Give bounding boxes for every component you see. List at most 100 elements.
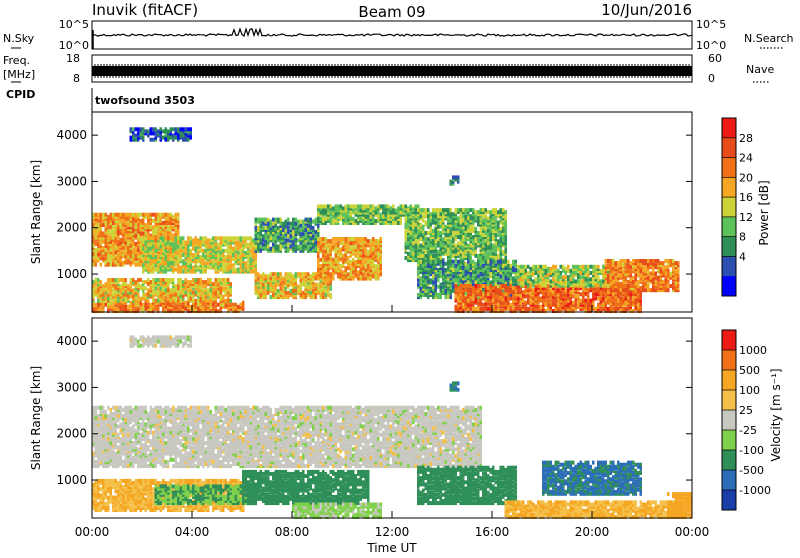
- nave-tick-top: 60: [708, 52, 722, 65]
- heatmap-cell: [160, 278, 163, 282]
- heatmap-cell: [182, 295, 185, 299]
- heatmap-cell: [200, 278, 203, 282]
- heatmap-cell: [455, 260, 458, 264]
- heatmap-cell: [367, 219, 370, 223]
- heatmap-cell: [357, 209, 360, 213]
- heatmap-cell: [282, 285, 285, 289]
- heatmap-cell: [302, 220, 305, 224]
- heatmap-cell: [177, 266, 180, 270]
- heatmap-cell: [112, 293, 115, 297]
- heatmap-cell: [465, 301, 468, 305]
- heatmap-cell: [350, 241, 353, 245]
- heatmap-cell: [417, 229, 420, 233]
- heatmap-cell: [115, 291, 118, 295]
- heatmap-cell: [275, 272, 278, 276]
- heatmap-cell: [132, 221, 135, 225]
- heatmap-cell: [240, 255, 243, 259]
- heatmap-cell: [222, 249, 225, 253]
- heatmap-cell: [457, 208, 460, 212]
- heatmap-cell: [135, 299, 138, 303]
- heatmap-cell: [130, 278, 133, 282]
- heatmap-cell: [177, 217, 180, 221]
- heatmap-cell: [252, 270, 255, 274]
- heatmap-cell: [377, 215, 380, 219]
- heatmap-cell: [117, 213, 120, 217]
- heatmap-cell: [175, 219, 178, 223]
- heatmap-cell: [450, 212, 453, 216]
- heatmap-cell: [142, 236, 145, 240]
- heatmap-cell: [352, 209, 355, 213]
- heatmap-cell: [452, 212, 455, 216]
- heatmap-cell: [450, 254, 453, 258]
- heatmap-cell: [117, 252, 120, 256]
- heatmap-cell: [142, 286, 145, 290]
- heatmap-cell: [460, 219, 463, 223]
- heatmap-cell: [305, 245, 308, 249]
- heatmap-cell: [337, 250, 340, 254]
- heatmap-cell: [290, 272, 293, 276]
- heatmap-cell: [367, 250, 370, 254]
- heatmap-cell: [142, 293, 145, 297]
- heatmap-cell: [450, 262, 453, 266]
- heatmap-cell: [452, 260, 455, 264]
- heatmap-cell: [305, 272, 308, 276]
- heatmap-cell: [377, 239, 380, 243]
- heatmap-cell: [330, 217, 333, 221]
- heatmap-cell: [210, 295, 213, 299]
- heatmap-cell: [270, 272, 273, 276]
- heatmap-cell: [362, 219, 365, 223]
- heatmap-cell: [297, 220, 300, 224]
- heatmap-cell: [470, 250, 473, 254]
- heatmap-cell: [512, 283, 515, 287]
- heatmap-cell: [257, 243, 260, 247]
- heatmap-cell: [185, 251, 188, 255]
- heatmap-cell: [330, 262, 333, 266]
- heatmap-cell: [420, 260, 423, 264]
- heatmap-cell: [472, 297, 475, 301]
- heatmap-cell: [327, 250, 330, 254]
- heatmap-cell: [132, 227, 135, 231]
- station-title: Inuvik (fitACF): [92, 1, 198, 19]
- heatmap-cell: [470, 256, 473, 260]
- heatmap-cell: [132, 248, 135, 252]
- heatmap-cell: [225, 286, 228, 290]
- heatmap-cell: [447, 219, 450, 223]
- heatmap-cell: [120, 231, 123, 235]
- heatmap-cell: [282, 281, 285, 285]
- heatmap-cell: [165, 213, 168, 217]
- heatmap-cell: [445, 285, 448, 289]
- heatmap-cell: [375, 239, 378, 243]
- heatmap-cell: [135, 246, 138, 250]
- heatmap-cell: [277, 293, 280, 297]
- heatmap-cell: [180, 278, 183, 282]
- heatmap-cell: [175, 247, 178, 251]
- heatmap-cell: [485, 266, 488, 270]
- heatmap-cell: [187, 261, 190, 265]
- heatmap-cell: [490, 235, 493, 239]
- heatmap-cell: [232, 303, 235, 307]
- heatmap-cell: [265, 291, 268, 295]
- heatmap-cell: [110, 293, 113, 297]
- heatmap-cell: [380, 237, 383, 241]
- heatmap-cell: [120, 278, 123, 282]
- heatmap-cell: [435, 239, 438, 243]
- heatmap-cell: [372, 247, 375, 251]
- heatmap-cell: [230, 259, 233, 263]
- heatmap-cell: [190, 280, 193, 284]
- heatmap-cell: [107, 225, 110, 229]
- heatmap-cell: [477, 231, 480, 235]
- heatmap-cell: [290, 245, 293, 249]
- heatmap-cell: [272, 276, 275, 280]
- beam-title: Beam 09: [358, 3, 425, 21]
- heatmap-cell: [180, 299, 183, 303]
- heatmap-cell: [122, 223, 125, 227]
- heatmap-cell: [150, 213, 153, 217]
- heatmap-cell: [460, 266, 463, 270]
- heatmap-cell: [240, 249, 243, 253]
- heatmap-cell: [110, 278, 113, 282]
- heatmap-cell: [502, 250, 505, 254]
- heatmap-cell: [232, 236, 235, 240]
- heatmap-cell: [280, 247, 283, 251]
- heatmap-cell: [297, 285, 300, 289]
- heatmap-cell: [295, 272, 298, 276]
